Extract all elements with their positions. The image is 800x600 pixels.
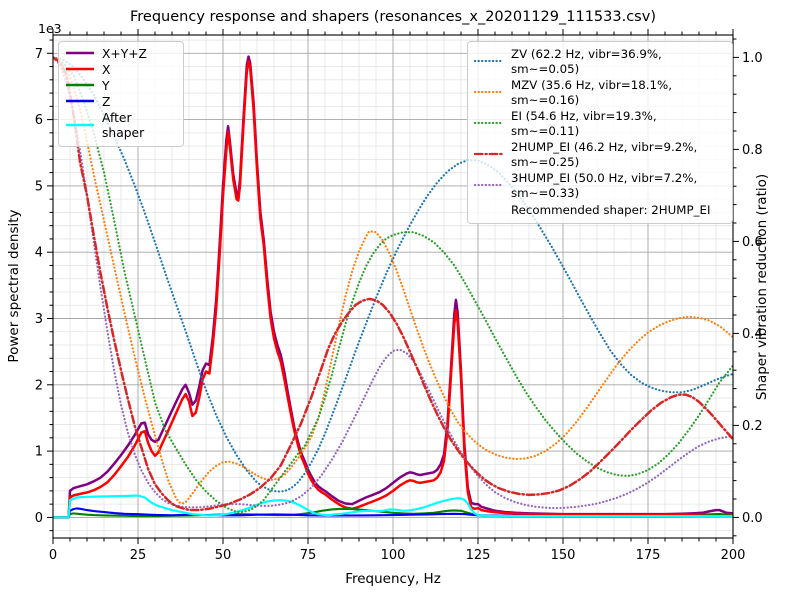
- y-right-tick-label: 0.0: [742, 511, 763, 526]
- legend-line-sample-dotted: [473, 59, 505, 62]
- legend-entry: ZV (62.2 Hz, vibr=36.9%, sm~=0.05): [473, 47, 726, 77]
- legend-label: MZV (35.6 Hz, vibr=18.1%, sm~=0.16): [511, 78, 672, 107]
- legend-line-sample-dotted: [473, 121, 505, 124]
- legend-label: X: [102, 63, 111, 77]
- legend-line-sample-dotted: [473, 183, 505, 186]
- legend-entry: 2HUMP_EI (46.2 Hz, vibr=9.2%, sm~=0.25): [473, 140, 726, 170]
- y-left-tick-label: 7: [35, 47, 43, 62]
- series-after-shaper: [53, 494, 733, 519]
- legend-sample: [473, 148, 505, 163]
- x-tick-label: 50: [215, 548, 232, 563]
- legend-sample: [473, 86, 505, 101]
- legend-label: X+Y+Z: [102, 47, 147, 61]
- legend-sample: [65, 47, 95, 62]
- y-left-tick-label: 3: [35, 312, 43, 327]
- series-mzv: [53, 56, 733, 505]
- y-left-tick-label: 2: [35, 378, 43, 393]
- legend-line-sample-dashdot: [473, 152, 505, 155]
- legend-label: 3HUMP_EI (50.0 Hz, vibr=7.2%, sm~=0.33): [511, 171, 698, 200]
- legend-entry: Z: [65, 95, 177, 110]
- series-ei: [53, 56, 733, 513]
- legend-line-sample-solid: [66, 51, 94, 55]
- legend-sample: [473, 179, 505, 194]
- y-left-tick-label: 5: [35, 179, 43, 194]
- legend-line-sample-solid: [66, 123, 94, 126]
- series-3hump-ei: [53, 56, 733, 510]
- chart-title: Frequency response and shapers (resonanc…: [130, 9, 656, 25]
- x-tick-label: 0: [49, 548, 57, 563]
- x-tick-label: 25: [130, 548, 147, 563]
- legend-entry: X: [65, 63, 177, 78]
- y-left-tick-label: 1: [35, 445, 43, 460]
- axis-ticks: [47, 29, 739, 544]
- legend-line-sample-solid: [66, 67, 94, 71]
- legend-entry: EI (54.6 Hz, vibr=19.3%, sm~=0.11): [473, 109, 726, 139]
- legend-sample: [65, 79, 95, 94]
- legend-line-sample-solid: [66, 83, 94, 87]
- legend-label: EI (54.6 Hz, vibr=19.3%, sm~=0.11): [511, 109, 657, 138]
- legend-entry: 3HUMP_EI (50.0 Hz, vibr=7.2%, sm~=0.33): [473, 171, 726, 201]
- x-tick-label: 100: [381, 548, 406, 563]
- legend-label: Y: [102, 79, 110, 93]
- legend-sample: [65, 95, 95, 110]
- x-tick-label: 200: [721, 548, 746, 563]
- y-right-tick-label: 1.0: [742, 51, 763, 66]
- series-2hump-ei: [53, 56, 733, 512]
- legend-entry: Y: [65, 79, 177, 94]
- y-axis-right-label: Shaper vibration reduction (ratio): [754, 173, 770, 401]
- legend-shapers: ZV (62.2 Hz, vibr=36.9%, sm~=0.05) MZV (3…: [467, 41, 733, 224]
- y-right-tick-label: 0.6: [742, 235, 763, 250]
- y-left-tick-label: 0: [35, 511, 43, 526]
- tick-labels: 0 25 50 75 100 125 150 175 200 0 1 2 3 4 5 6 7 0.0 0.2 0.4 0…: [35, 47, 763, 563]
- legend-psd: X+Y+Z X Y Z After shaper: [58, 41, 184, 147]
- legend-sample: [473, 117, 505, 132]
- legend-label: 2HUMP_EI (46.2 Hz, vibr=9.2%, sm~=0.25): [511, 140, 698, 169]
- legend-sample: [65, 63, 95, 78]
- x-tick-label: 150: [551, 548, 576, 563]
- legend-line-sample-solid: [66, 99, 94, 103]
- series-x: [53, 60, 733, 519]
- legend-footer-recommended-shaper: Recommended shaper: 2HUMP_EI: [511, 203, 711, 217]
- legend-line-sample-dotted: [473, 90, 505, 93]
- legend-entry: MZV (35.6 Hz, vibr=18.1%, sm~=0.16): [473, 78, 726, 108]
- y-left-tick-label: 6: [35, 113, 43, 128]
- legend-sample: [65, 119, 95, 134]
- legend-entry: After shaper: [65, 111, 177, 141]
- y-left-tick-label: 4: [35, 246, 43, 261]
- x-tick-label: 175: [636, 548, 661, 563]
- legend-sample: [473, 55, 505, 70]
- y-right-tick-label: 0.8: [742, 143, 763, 158]
- series-lines: [53, 55, 733, 519]
- x-tick-label: 75: [300, 548, 317, 563]
- series-zv: [53, 56, 733, 493]
- legend-label: After shaper: [102, 111, 145, 140]
- x-tick-label: 125: [466, 548, 491, 563]
- series-x-y-z: [53, 55, 733, 519]
- x-axis-label: Frequency, Hz: [345, 571, 441, 587]
- legend-entry: X+Y+Z: [65, 47, 177, 62]
- legend-label: ZV (62.2 Hz, vibr=36.9%, sm~=0.05): [511, 47, 662, 76]
- y-axis-offset-text: 1e3: [38, 21, 62, 36]
- y-axis-left-label: Power spectral density: [6, 209, 22, 363]
- y-right-tick-label: 0.2: [742, 419, 763, 434]
- legend-label: Z: [102, 95, 111, 109]
- y-right-tick-label: 0.4: [742, 327, 763, 342]
